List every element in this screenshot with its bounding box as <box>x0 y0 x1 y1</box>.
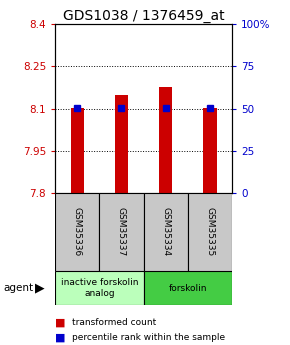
Bar <box>144 193 188 271</box>
Text: inactive forskolin
analog: inactive forskolin analog <box>61 278 138 298</box>
Bar <box>203 108 217 193</box>
Bar <box>70 108 84 193</box>
Bar <box>55 271 144 305</box>
Bar <box>144 271 232 305</box>
Text: ■: ■ <box>55 318 66 327</box>
Bar <box>99 193 144 271</box>
Text: forskolin: forskolin <box>168 284 207 293</box>
Title: GDS1038 / 1376459_at: GDS1038 / 1376459_at <box>63 9 224 23</box>
Text: transformed count: transformed count <box>72 318 157 327</box>
Text: ■: ■ <box>55 333 66 342</box>
Bar <box>55 193 99 271</box>
Text: ▶: ▶ <box>35 282 44 295</box>
Text: GSM35336: GSM35336 <box>73 207 82 257</box>
Bar <box>159 87 172 193</box>
Bar <box>115 95 128 193</box>
Text: GSM35335: GSM35335 <box>205 207 214 257</box>
Text: GSM35337: GSM35337 <box>117 207 126 257</box>
Text: percentile rank within the sample: percentile rank within the sample <box>72 333 226 342</box>
Bar <box>188 193 232 271</box>
Text: GSM35334: GSM35334 <box>161 207 170 257</box>
Text: agent: agent <box>3 283 33 293</box>
